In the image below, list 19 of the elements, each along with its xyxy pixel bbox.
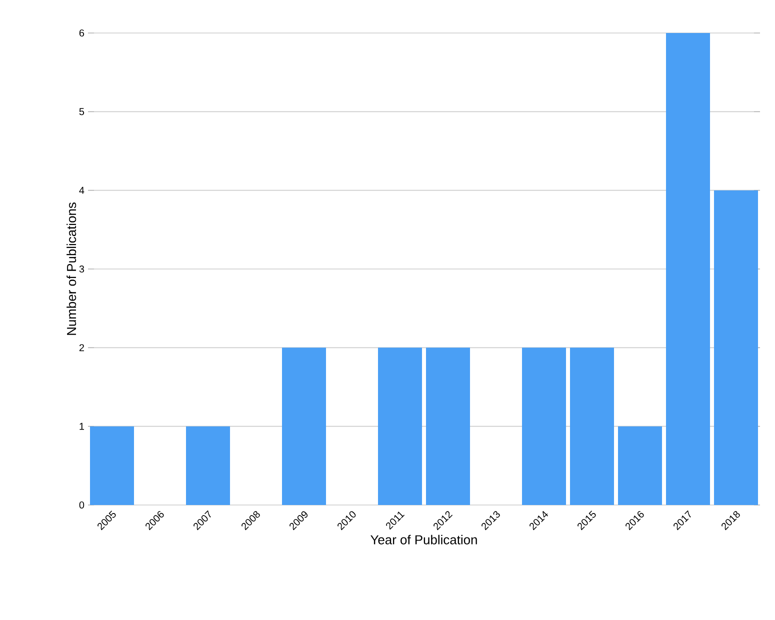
bar <box>426 348 470 505</box>
y-tick-label: 0 <box>79 501 84 509</box>
y-axis-title: Number of Publications <box>66 202 76 335</box>
y-tick-label: 3 <box>79 265 84 273</box>
bar <box>90 426 134 505</box>
y-tick-label: 4 <box>79 186 84 194</box>
bar <box>378 348 422 505</box>
y-tick-label: 5 <box>79 108 84 116</box>
bar <box>522 348 566 505</box>
y-tick-label: 1 <box>80 422 84 430</box>
bar <box>570 348 614 505</box>
x-axis-title: Year of Publication <box>370 534 477 544</box>
y-tick-label: 6 <box>79 29 84 37</box>
y-tick-label: 2 <box>79 344 84 352</box>
bar <box>714 190 758 505</box>
bar <box>618 426 662 505</box>
bar <box>186 426 230 505</box>
bar <box>666 32 710 505</box>
bar <box>282 348 326 505</box>
